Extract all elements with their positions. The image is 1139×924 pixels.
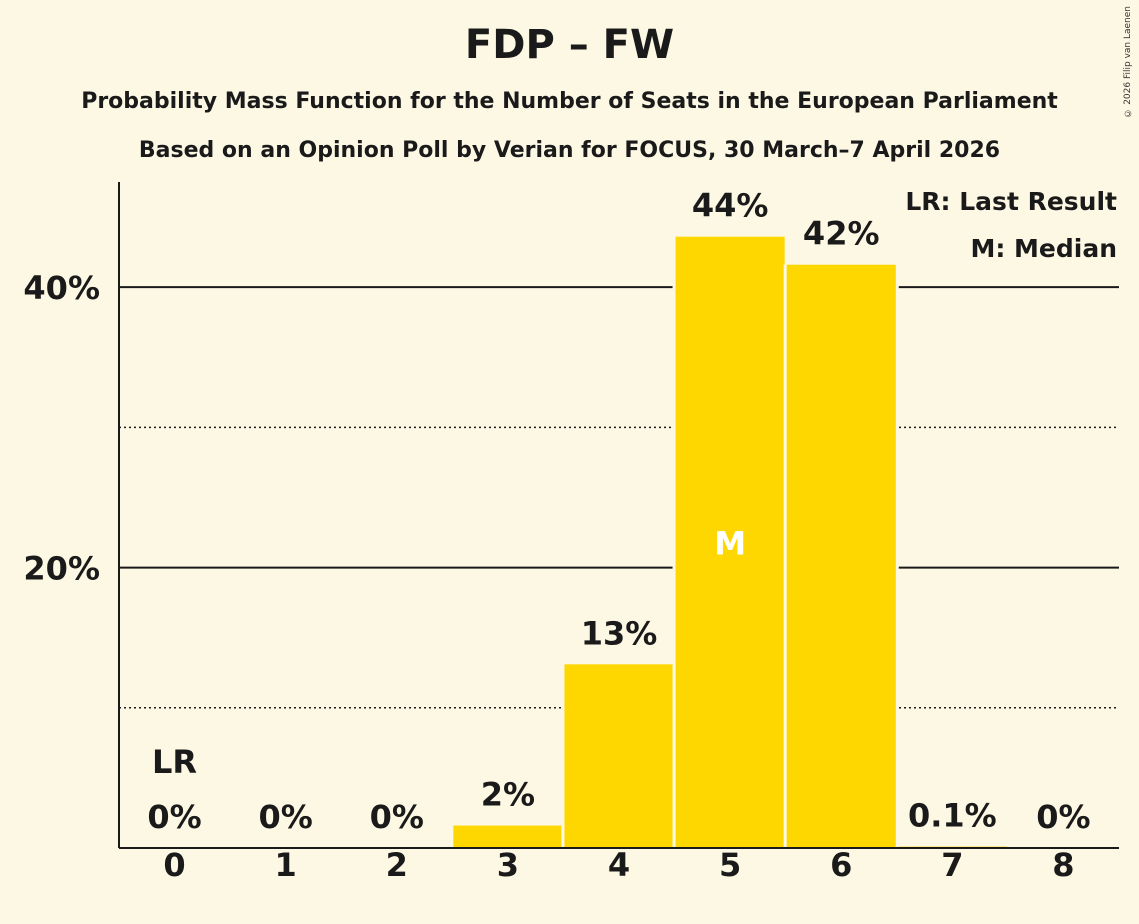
value-label: 0%: [370, 798, 424, 836]
value-label: 0%: [147, 798, 201, 836]
value-label: 2%: [481, 776, 535, 814]
x-tick-label: 4: [608, 846, 630, 884]
last-result-marker: LR: [152, 743, 197, 781]
value-label: 42%: [803, 215, 880, 253]
chart-subtitle-source: Based on an Opinion Poll by Verian for F…: [138, 138, 1001, 163]
legend-last-result: LR: Last Result: [905, 187, 1117, 216]
x-tick-label: 3: [497, 846, 519, 884]
bar: [786, 264, 896, 848]
chart-subtitle: Probability Mass Function for the Number…: [81, 89, 1058, 114]
x-tick-label: 5: [719, 846, 741, 884]
bar: [564, 664, 674, 848]
x-tick-label: 2: [386, 846, 408, 884]
legend-median: M: Median: [970, 234, 1117, 263]
value-label: 0.1%: [908, 797, 997, 835]
value-label: 0%: [259, 798, 313, 836]
bar: [675, 236, 785, 848]
median-marker: M: [714, 524, 746, 562]
value-label: 13%: [581, 614, 658, 652]
chart-title: FDP – FW: [464, 22, 675, 68]
x-tick-label: 7: [941, 846, 963, 884]
value-label: 44%: [692, 187, 769, 225]
x-tick-label: 6: [830, 846, 852, 884]
x-tick-label: 0: [163, 846, 185, 884]
value-label: 0%: [1036, 798, 1090, 836]
x-tick-label: 1: [275, 846, 297, 884]
bar: [453, 825, 563, 848]
y-tick-label: 40%: [23, 269, 100, 307]
x-tick-label: 8: [1052, 846, 1074, 884]
y-tick-label: 20%: [23, 550, 100, 588]
